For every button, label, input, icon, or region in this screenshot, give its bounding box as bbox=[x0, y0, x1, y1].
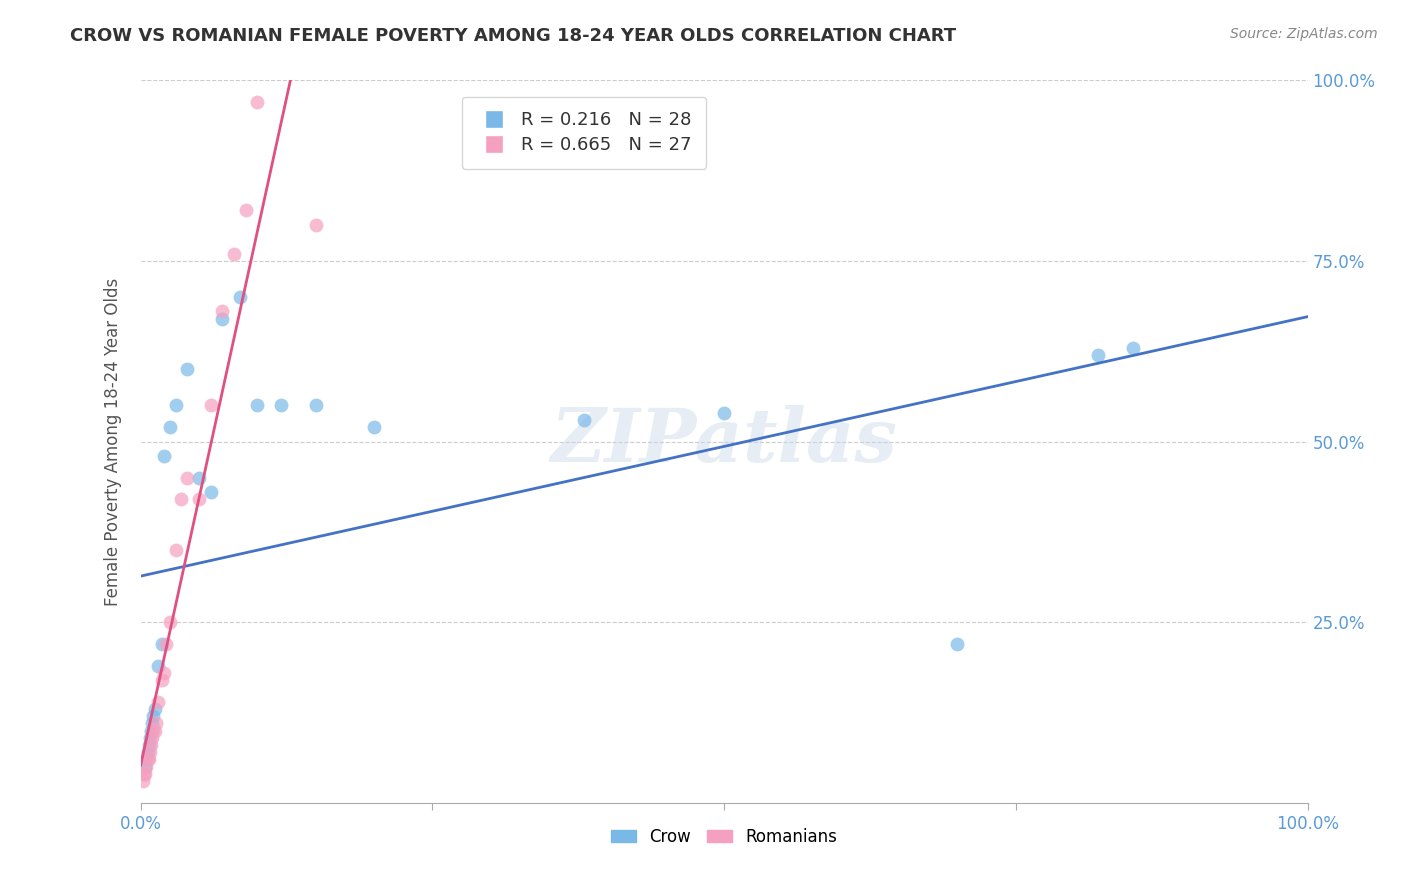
Point bbox=[132, 767, 155, 781]
Point bbox=[188, 492, 211, 507]
Point bbox=[150, 673, 173, 687]
Point bbox=[135, 752, 157, 766]
Text: CROW VS ROMANIAN FEMALE POVERTY AMONG 18-24 YEAR OLDS CORRELATION CHART: CROW VS ROMANIAN FEMALE POVERTY AMONG 18… bbox=[70, 27, 956, 45]
Point bbox=[211, 304, 233, 318]
Point bbox=[165, 542, 187, 557]
Point bbox=[142, 723, 165, 738]
Point bbox=[145, 716, 167, 731]
Point bbox=[200, 485, 222, 500]
Point bbox=[246, 95, 269, 109]
Point bbox=[363, 420, 385, 434]
Point bbox=[136, 752, 159, 766]
Point bbox=[132, 774, 155, 789]
Point bbox=[141, 716, 163, 731]
Point bbox=[146, 695, 169, 709]
Point bbox=[143, 723, 166, 738]
Point bbox=[229, 290, 252, 304]
Point bbox=[138, 738, 160, 752]
Point bbox=[246, 398, 269, 412]
Point bbox=[141, 731, 163, 745]
Point bbox=[946, 637, 969, 651]
Point bbox=[139, 731, 162, 745]
Point bbox=[200, 398, 222, 412]
Point bbox=[155, 637, 177, 651]
Point bbox=[211, 311, 233, 326]
Point bbox=[146, 658, 169, 673]
Point bbox=[270, 398, 292, 412]
Legend: Crow, Romanians: Crow, Romanians bbox=[605, 821, 844, 852]
Point bbox=[159, 615, 181, 630]
Point bbox=[134, 767, 156, 781]
Point bbox=[305, 218, 328, 232]
Point bbox=[235, 203, 257, 218]
Point bbox=[138, 752, 160, 766]
Point bbox=[572, 413, 595, 427]
Point bbox=[153, 665, 176, 680]
Point bbox=[222, 246, 245, 260]
Text: ZIPatlas: ZIPatlas bbox=[551, 405, 897, 478]
Point bbox=[139, 738, 162, 752]
Y-axis label: Female Poverty Among 18-24 Year Olds: Female Poverty Among 18-24 Year Olds bbox=[104, 277, 122, 606]
Point bbox=[150, 637, 173, 651]
Point bbox=[170, 492, 193, 507]
Point bbox=[143, 702, 166, 716]
Point bbox=[136, 745, 159, 759]
Point bbox=[153, 449, 176, 463]
Point bbox=[159, 420, 181, 434]
Point bbox=[176, 470, 198, 484]
Point bbox=[1122, 341, 1144, 355]
Point bbox=[165, 398, 187, 412]
Point bbox=[1087, 348, 1109, 362]
Point bbox=[188, 470, 211, 484]
Point bbox=[139, 745, 162, 759]
Point bbox=[134, 760, 156, 774]
Text: Source: ZipAtlas.com: Source: ZipAtlas.com bbox=[1230, 27, 1378, 41]
Point bbox=[176, 362, 198, 376]
Point bbox=[139, 723, 162, 738]
Point bbox=[713, 406, 735, 420]
Point bbox=[135, 760, 157, 774]
Point bbox=[305, 398, 328, 412]
Point bbox=[142, 709, 165, 723]
